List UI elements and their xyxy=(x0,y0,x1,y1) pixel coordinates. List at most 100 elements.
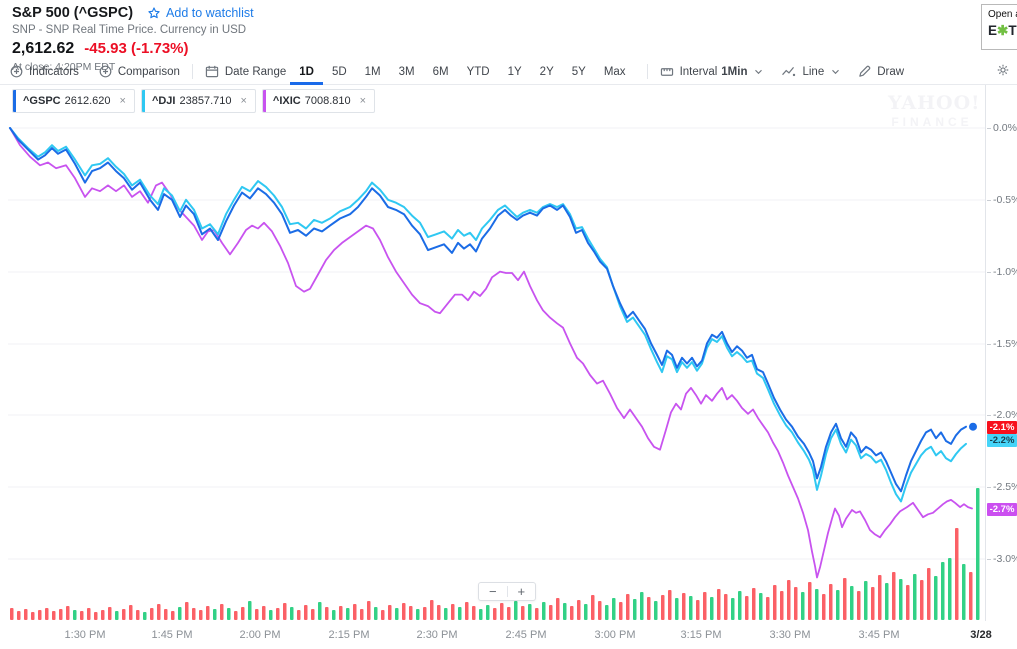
y-axis-label: -1.5% xyxy=(987,338,1017,350)
chip-symbol: ^GSPC xyxy=(23,95,61,107)
interval-dropdown[interactable]: Interval 1Min xyxy=(660,66,764,78)
volume-bar xyxy=(871,587,875,620)
x-axis-label: 2:45 PM xyxy=(505,629,547,641)
x-axis-label: 3:45 PM xyxy=(858,629,900,641)
add-to-watchlist-button[interactable]: Add to watchlist xyxy=(147,6,254,20)
x-axis-label: 2:00 PM xyxy=(239,629,281,641)
volume-bar xyxy=(108,607,112,620)
range-tab-5d[interactable]: 5D xyxy=(331,65,347,78)
gear-icon xyxy=(997,64,1009,76)
volume-bar xyxy=(507,607,511,620)
volume-bar xyxy=(549,605,553,620)
volume-bar xyxy=(227,608,231,620)
volume-bar xyxy=(10,608,14,620)
volume-bar xyxy=(52,611,56,620)
zoom-divider xyxy=(506,586,508,597)
range-tab-2y[interactable]: 2Y xyxy=(539,65,554,78)
volume-bar xyxy=(514,601,518,620)
star-icon xyxy=(148,7,160,19)
range-tab-5y[interactable]: 5Y xyxy=(571,65,586,78)
volume-bar xyxy=(500,603,504,620)
range-tab-1d[interactable]: 1D xyxy=(290,59,323,85)
volume-bar xyxy=(969,572,973,620)
volume-bar xyxy=(668,590,672,620)
volume-bar xyxy=(367,601,371,620)
toolbar-divider xyxy=(646,64,648,79)
volume-bar xyxy=(703,592,707,620)
volume-bar xyxy=(59,609,63,620)
volume-bar xyxy=(164,609,168,620)
volume-bar xyxy=(206,606,210,620)
volume-bar xyxy=(773,585,777,620)
volume-bar xyxy=(311,609,315,620)
volume-bar xyxy=(843,578,847,620)
volume-bar xyxy=(605,605,609,620)
volume-bar xyxy=(87,608,91,620)
zoom-in-button[interactable]: + xyxy=(517,584,526,599)
chip-gspc[interactable]: ^GSPC 2612.620 × xyxy=(12,89,135,113)
volume-bar xyxy=(143,612,147,620)
chip-ixic[interactable]: ^IXIC 7008.810 × xyxy=(261,89,376,113)
volume-bar xyxy=(171,611,175,620)
draw-button[interactable]: Draw xyxy=(858,65,904,78)
series-line-dji xyxy=(9,127,967,503)
volume-bar xyxy=(388,605,392,620)
volume-bar xyxy=(122,609,126,620)
range-tab-3m[interactable]: 3M xyxy=(398,65,415,78)
volume-bar xyxy=(570,606,574,620)
volume-bar xyxy=(465,602,469,620)
volume-bar xyxy=(416,609,420,620)
range-tab-1y[interactable]: 1Y xyxy=(507,65,522,78)
range-tab-ytd[interactable]: YTD xyxy=(466,65,490,78)
volume-bar xyxy=(213,609,217,620)
price-badge: -2.2% xyxy=(987,433,1017,447)
volume-bar xyxy=(472,606,476,620)
volume-bar xyxy=(696,600,700,620)
volume-bar xyxy=(675,598,679,620)
volume-bar xyxy=(563,603,567,620)
volume-bar xyxy=(745,596,749,620)
volume-bar xyxy=(577,600,581,620)
volume-bar xyxy=(423,607,427,620)
volume-bar xyxy=(612,598,616,620)
ad-text: Open a xyxy=(988,9,1017,20)
volume-bar xyxy=(325,607,329,620)
chip-symbol: ^IXIC xyxy=(272,95,301,107)
x-axis-label: 2:30 PM xyxy=(416,629,458,641)
volume-bar xyxy=(262,606,266,620)
indicators-button[interactable]: Indicators xyxy=(10,65,79,78)
comparison-button[interactable]: Comparison xyxy=(99,65,180,78)
chip-dji[interactable]: ^DJI 23857.710 × xyxy=(140,89,256,113)
volume-bar xyxy=(885,583,889,620)
x-axis-label: 3:15 PM xyxy=(680,629,722,641)
volume-bar xyxy=(647,597,651,620)
quote-close-note: At close: 4:20PM EDT xyxy=(12,61,116,73)
chart-settings-button[interactable] xyxy=(996,63,1010,80)
chip-close-icon[interactable]: × xyxy=(359,95,367,107)
page-title: S&P 500 (^GSPC) xyxy=(12,5,134,21)
chip-close-icon[interactable]: × xyxy=(240,95,247,107)
y-axis-label: -2.0% xyxy=(987,409,1017,421)
etrade-ad[interactable]: Open a E✱T xyxy=(981,4,1017,50)
date-range-button[interactable]: Date Range xyxy=(205,65,286,78)
volume-bar xyxy=(395,608,399,620)
volume-bar xyxy=(157,604,161,620)
range-tab-6m[interactable]: 6M xyxy=(432,65,449,78)
volume-bar xyxy=(710,597,714,620)
zoom-out-button[interactable]: − xyxy=(488,584,497,599)
chart-type-dropdown[interactable]: Line xyxy=(781,66,840,78)
range-tabs: 1D 5D 1M 3M 6M YTD 1Y 2Y 5Y Max xyxy=(290,59,634,85)
chip-color-bar xyxy=(141,90,145,112)
quote-price: 2,612.62 xyxy=(12,40,75,57)
y-axis-label: -0.5% xyxy=(987,194,1017,206)
range-tab-max[interactable]: Max xyxy=(603,65,626,78)
volume-bar xyxy=(822,594,826,620)
volume-bar xyxy=(24,609,28,620)
volume-bar xyxy=(542,602,546,620)
chip-close-icon[interactable]: × xyxy=(119,95,126,107)
range-tab-1m[interactable]: 1M xyxy=(364,65,381,78)
calendar-icon xyxy=(205,65,219,78)
volume-bar xyxy=(276,608,280,620)
volume-bar xyxy=(752,588,756,620)
